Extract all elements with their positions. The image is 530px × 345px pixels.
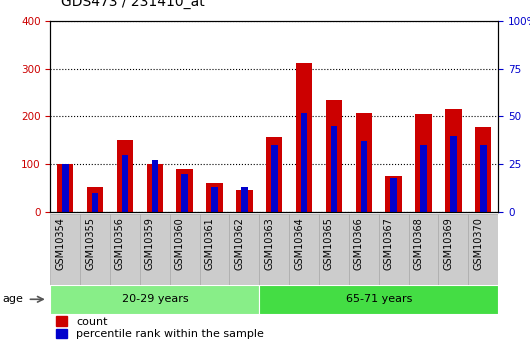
Text: GSM10359: GSM10359 bbox=[145, 217, 155, 270]
Text: GSM10370: GSM10370 bbox=[473, 217, 483, 270]
Bar bbox=[331, 126, 337, 212]
Text: GDS473 / 231410_at: GDS473 / 231410_at bbox=[61, 0, 205, 9]
Bar bbox=[289, 214, 319, 285]
Bar bbox=[319, 214, 349, 285]
Text: GSM10363: GSM10363 bbox=[264, 217, 275, 270]
Bar bbox=[259, 214, 289, 285]
Bar bbox=[360, 141, 367, 212]
Text: age: age bbox=[3, 294, 23, 304]
Text: GSM10369: GSM10369 bbox=[444, 217, 453, 270]
Bar bbox=[416, 114, 432, 212]
Bar bbox=[211, 187, 218, 212]
Bar bbox=[200, 214, 229, 285]
Text: GSM10362: GSM10362 bbox=[234, 217, 244, 270]
Bar bbox=[117, 140, 133, 212]
Bar bbox=[122, 155, 128, 212]
Bar bbox=[50, 214, 80, 285]
Bar bbox=[140, 214, 170, 285]
Bar bbox=[326, 100, 342, 212]
Bar bbox=[147, 164, 163, 212]
Bar bbox=[206, 184, 223, 212]
Text: GSM10368: GSM10368 bbox=[413, 217, 423, 270]
Bar bbox=[259, 285, 498, 314]
Text: GSM10354: GSM10354 bbox=[55, 217, 65, 270]
Bar bbox=[62, 164, 68, 212]
Bar bbox=[181, 174, 188, 212]
Bar bbox=[296, 63, 312, 212]
Bar bbox=[438, 214, 469, 285]
Text: GSM10360: GSM10360 bbox=[175, 217, 184, 270]
Bar bbox=[170, 214, 200, 285]
Text: GSM10355: GSM10355 bbox=[85, 217, 95, 270]
Legend: count, percentile rank within the sample: count, percentile rank within the sample bbox=[56, 316, 264, 339]
Bar bbox=[266, 137, 282, 212]
Bar bbox=[391, 178, 397, 212]
Bar bbox=[110, 214, 140, 285]
Bar bbox=[80, 214, 110, 285]
Bar bbox=[420, 145, 427, 212]
Bar bbox=[271, 145, 278, 212]
Bar bbox=[229, 214, 259, 285]
Bar bbox=[349, 214, 379, 285]
Bar bbox=[92, 193, 99, 212]
Bar bbox=[236, 190, 253, 212]
Text: GSM10356: GSM10356 bbox=[115, 217, 125, 270]
Text: 20-29 years: 20-29 years bbox=[121, 294, 188, 304]
Bar bbox=[385, 176, 402, 212]
Text: GSM10366: GSM10366 bbox=[354, 217, 364, 270]
Bar bbox=[152, 160, 158, 212]
Bar bbox=[450, 136, 457, 212]
Bar bbox=[379, 214, 409, 285]
Text: GSM10365: GSM10365 bbox=[324, 217, 334, 270]
Bar bbox=[475, 127, 491, 212]
Text: GSM10367: GSM10367 bbox=[384, 217, 394, 270]
Bar bbox=[57, 164, 74, 212]
Text: GSM10361: GSM10361 bbox=[205, 217, 215, 270]
Bar bbox=[301, 112, 307, 212]
Text: GSM10364: GSM10364 bbox=[294, 217, 304, 270]
Bar bbox=[409, 214, 438, 285]
Bar bbox=[87, 187, 103, 212]
Bar bbox=[241, 187, 248, 212]
Text: 65-71 years: 65-71 years bbox=[346, 294, 412, 304]
Bar bbox=[469, 214, 498, 285]
Bar bbox=[480, 145, 487, 212]
Bar bbox=[176, 169, 193, 212]
Bar bbox=[50, 285, 259, 314]
Bar bbox=[356, 113, 372, 212]
Bar bbox=[445, 109, 462, 212]
